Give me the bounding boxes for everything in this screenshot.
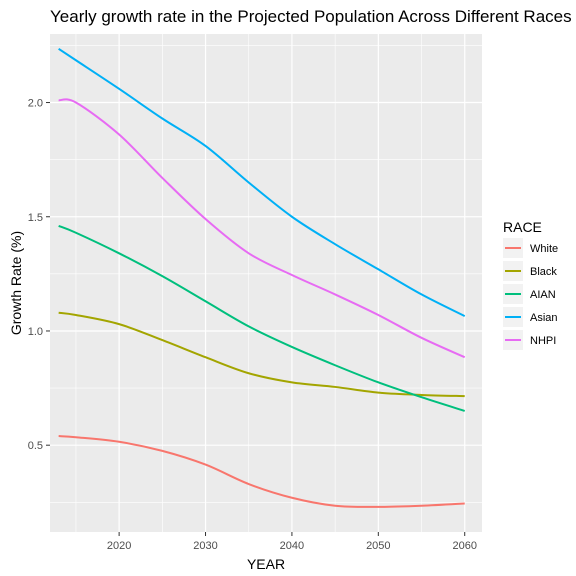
y-tick-label: 2.0	[28, 98, 43, 110]
legend-label-white: White	[530, 243, 558, 255]
legend-label-nhpi: NHPI	[530, 335, 556, 347]
major-gridlines	[50, 34, 482, 532]
plot-panel	[50, 34, 482, 532]
y-tick-label: 1.0	[28, 326, 43, 338]
y-tick-label: 1.5	[28, 212, 43, 224]
x-tick-label: 2060	[452, 540, 476, 552]
y-tick-label: 0.5	[28, 440, 43, 452]
x-tick-label: 2040	[280, 540, 304, 552]
y-axis-title: Growth Rate (%)	[8, 231, 24, 335]
legend-label-black: Black	[530, 266, 557, 278]
series-line-black	[58, 311, 465, 398]
series-line-nhpi	[58, 98, 466, 359]
legend-title: RACE	[503, 219, 542, 235]
legend-label-aian: AIAN	[530, 289, 556, 301]
legend: RACE White Black AIAN Asian NHPI	[503, 219, 558, 350]
x-tick-label: 2050	[366, 540, 390, 552]
x-axis-ticks: 2020 2030 2040 2050 2060	[107, 532, 477, 552]
x-tick-label: 2030	[193, 540, 217, 552]
x-axis-title: YEAR	[247, 556, 285, 572]
y-axis-ticks: 0.5 1.0 1.5 2.0	[28, 98, 50, 452]
series-line-aian	[58, 224, 466, 412]
series-lines	[58, 48, 466, 508]
series-line-white	[58, 435, 465, 508]
x-tick-label: 2020	[107, 540, 131, 552]
series-line-asian	[58, 48, 466, 318]
legend-label-asian: Asian	[530, 312, 558, 324]
minor-gridlines	[50, 34, 482, 532]
chart-title: Yearly growth rate in the Projected Popu…	[50, 7, 572, 26]
